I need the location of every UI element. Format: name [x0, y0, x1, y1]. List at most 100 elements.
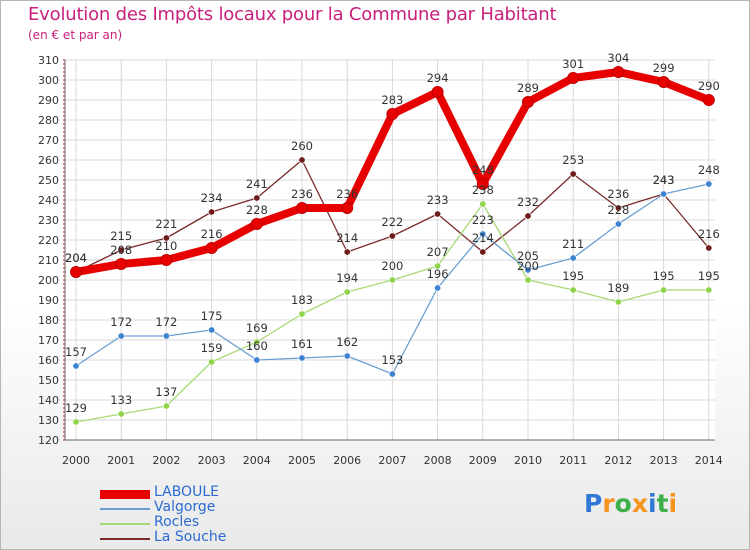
data-point — [524, 266, 532, 274]
data-label: 195 — [653, 269, 675, 283]
y-tick-label: 240 — [38, 194, 59, 207]
data-label: 248 — [698, 163, 720, 177]
data-point — [569, 170, 577, 178]
x-tick-label: 2005 — [288, 454, 316, 467]
legend-item: Rocles — [100, 514, 320, 532]
data-point — [208, 326, 216, 334]
data-point — [476, 178, 489, 190]
logo-letter: t — [656, 489, 669, 518]
y-tick-label: 300 — [38, 74, 59, 87]
data-label: 195 — [562, 269, 584, 283]
data-point — [117, 246, 125, 254]
data-label: 172 — [110, 315, 132, 329]
data-label: 289 — [517, 81, 539, 95]
x-tick-label: 2007 — [378, 454, 406, 467]
data-label: 283 — [381, 93, 403, 107]
data-point — [162, 234, 170, 242]
data-label: 241 — [246, 177, 268, 191]
data-label: 215 — [110, 229, 132, 243]
x-tick-label: 2002 — [152, 454, 180, 467]
data-point — [524, 276, 532, 284]
logo-letter: o — [614, 489, 632, 518]
legend-item: Valgorge — [100, 499, 320, 517]
data-label: 194 — [336, 271, 358, 285]
data-point — [702, 94, 715, 106]
data-label: 205 — [517, 249, 539, 263]
data-point — [160, 254, 173, 266]
data-point — [208, 358, 216, 366]
x-tick-label: 2014 — [695, 454, 723, 467]
data-point — [614, 220, 622, 228]
y-tick-label: 130 — [38, 414, 59, 427]
data-point — [660, 286, 668, 294]
logo-letter: r — [602, 489, 615, 518]
x-tick-label: 2004 — [243, 454, 271, 467]
logo-letter: x — [631, 489, 648, 518]
data-point — [386, 108, 399, 120]
y-tick-label: 260 — [38, 154, 59, 167]
data-point — [205, 242, 218, 254]
data-point — [522, 96, 534, 108]
data-label: 153 — [381, 353, 403, 367]
data-label: 233 — [427, 193, 449, 207]
x-tick-label: 2011 — [559, 454, 587, 467]
data-label: 214 — [472, 231, 494, 245]
y-tick-label: 190 — [38, 294, 59, 307]
data-label: 243 — [653, 173, 675, 187]
data-label: 200 — [381, 259, 403, 273]
data-label: 238 — [472, 183, 494, 197]
data-point — [569, 254, 577, 262]
logo-letter: P — [584, 489, 603, 518]
data-point — [431, 86, 444, 98]
data-label: 133 — [110, 393, 132, 407]
data-label: 189 — [607, 281, 629, 295]
data-label: 204 — [65, 251, 87, 265]
data-point — [705, 244, 713, 252]
y-tick-label: 290 — [38, 94, 59, 107]
data-label: 236 — [336, 187, 358, 201]
data-point — [72, 418, 80, 426]
y-tick-label: 210 — [38, 254, 59, 267]
y-tick-label: 250 — [38, 174, 59, 187]
data-label: 290 — [698, 79, 720, 93]
data-point — [388, 370, 396, 378]
y-tick-label: 120 — [38, 434, 59, 447]
data-label: 253 — [562, 153, 584, 167]
y-tick-label: 270 — [38, 134, 59, 147]
data-point — [208, 208, 216, 216]
y-tick-label: 170 — [38, 334, 59, 347]
data-label: 232 — [517, 195, 539, 209]
y-tick-label: 280 — [38, 114, 59, 127]
data-label: 211 — [562, 237, 584, 251]
data-label: 204 — [65, 251, 87, 265]
data-point — [612, 66, 625, 78]
data-label: 248 — [472, 163, 494, 177]
data-point — [479, 230, 487, 238]
data-label: 216 — [698, 227, 720, 241]
y-tick-label: 140 — [38, 394, 59, 407]
data-label: 162 — [336, 335, 358, 349]
legend-label: La Souche — [154, 529, 227, 545]
data-point — [343, 248, 351, 256]
data-label: 210 — [155, 239, 177, 253]
y-tick-label: 230 — [38, 214, 59, 227]
data-label: 301 — [562, 57, 584, 71]
data-label: 160 — [246, 339, 268, 353]
data-point — [343, 352, 351, 360]
data-point — [479, 200, 487, 208]
data-point — [434, 262, 442, 270]
y-tick-label: 220 — [38, 234, 59, 247]
data-label: 243 — [653, 173, 675, 187]
data-point — [434, 284, 442, 292]
data-point — [296, 202, 308, 214]
data-label: 129 — [65, 401, 87, 415]
data-label: 260 — [291, 139, 313, 153]
chart-title: Evolution des Impôts locaux pour la Comm… — [28, 4, 557, 25]
y-tick-label: 200 — [38, 274, 59, 287]
data-point — [657, 76, 670, 88]
x-tick-label: 2009 — [469, 454, 497, 467]
data-label: 161 — [291, 337, 313, 351]
data-label: 221 — [155, 217, 177, 231]
data-label: 208 — [110, 243, 132, 257]
